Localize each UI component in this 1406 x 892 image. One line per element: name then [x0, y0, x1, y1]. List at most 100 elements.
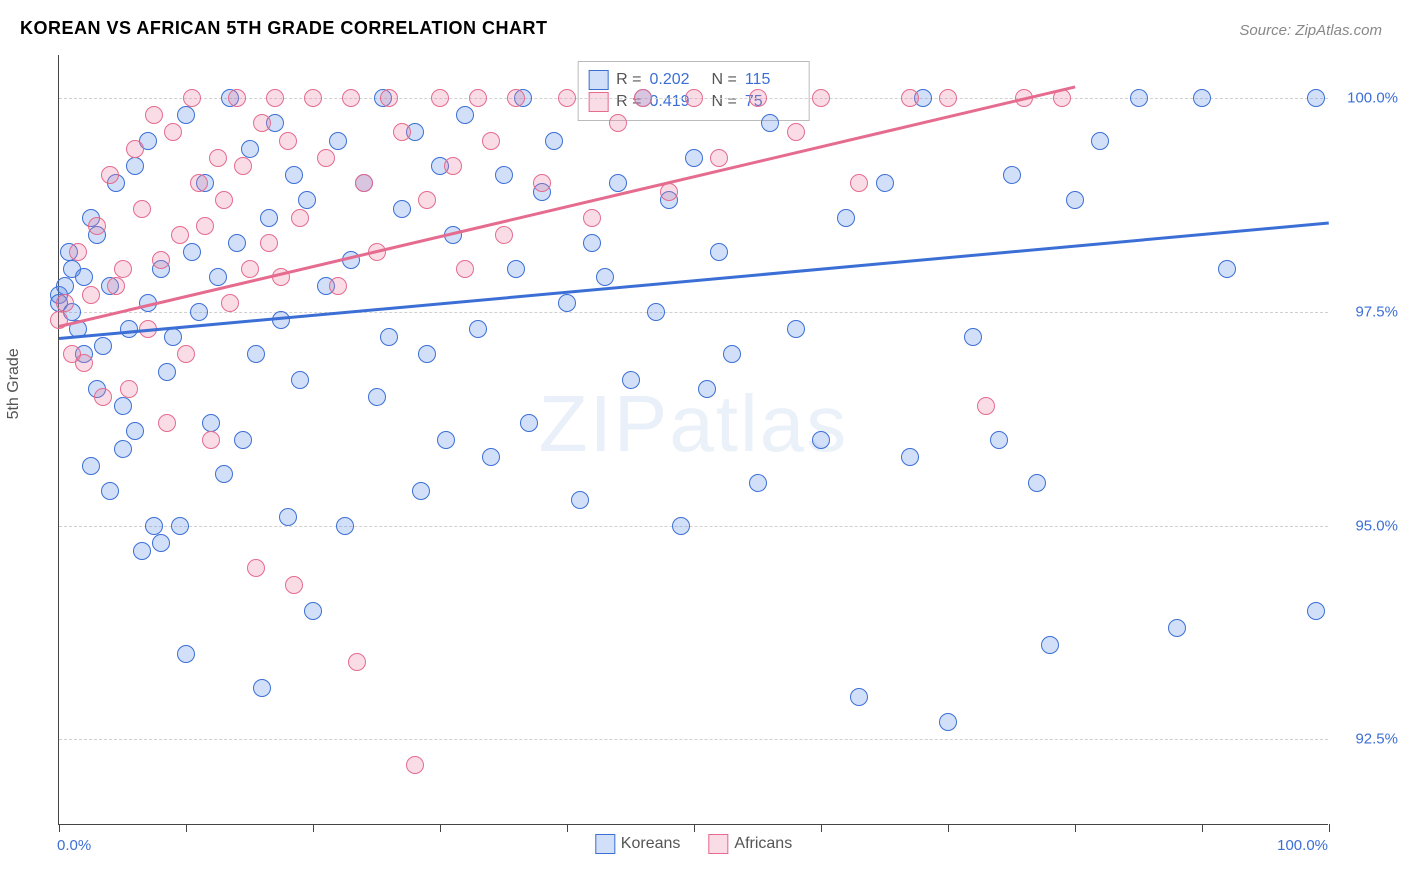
data-point — [710, 243, 728, 261]
data-point — [685, 149, 703, 167]
data-point — [698, 380, 716, 398]
data-point — [94, 337, 112, 355]
data-point — [583, 209, 601, 227]
x-axis-max-label: 100.0% — [1277, 837, 1328, 854]
data-point — [1193, 89, 1211, 107]
data-point — [120, 320, 138, 338]
data-point — [177, 345, 195, 363]
data-point — [571, 491, 589, 509]
gridline — [59, 312, 1328, 313]
stats-r-value: 0.202 — [650, 71, 694, 89]
gridline — [59, 526, 1328, 527]
data-point — [234, 431, 252, 449]
data-point — [939, 713, 957, 731]
data-point — [190, 303, 208, 321]
x-tick — [948, 824, 949, 832]
data-point — [812, 431, 830, 449]
data-point — [247, 345, 265, 363]
data-point — [177, 645, 195, 663]
data-point — [279, 508, 297, 526]
data-point — [101, 166, 119, 184]
data-point — [126, 422, 144, 440]
data-point — [133, 542, 151, 560]
data-point — [171, 517, 189, 535]
data-point — [634, 89, 652, 107]
legend-label: Africans — [734, 835, 792, 852]
source-label: Source: ZipAtlas.com — [1239, 22, 1382, 39]
data-point — [850, 174, 868, 192]
data-point — [145, 106, 163, 124]
data-point — [749, 89, 767, 107]
data-point — [183, 243, 201, 261]
y-tick-label: 95.0% — [1338, 517, 1398, 534]
data-point — [126, 140, 144, 158]
x-tick — [186, 824, 187, 832]
data-point — [596, 268, 614, 286]
data-point — [114, 260, 132, 278]
data-point — [558, 294, 576, 312]
data-point — [380, 89, 398, 107]
data-point — [291, 209, 309, 227]
legend-bottom: KoreansAfricans — [595, 834, 792, 854]
legend-swatch — [588, 92, 608, 112]
data-point — [533, 174, 551, 192]
y-tick-label: 92.5% — [1338, 731, 1398, 748]
data-point — [1003, 166, 1021, 184]
data-point — [977, 397, 995, 415]
x-tick — [59, 824, 60, 832]
gridline — [59, 739, 1328, 740]
legend-swatch — [588, 70, 608, 90]
data-point — [164, 123, 182, 141]
data-point — [876, 174, 894, 192]
stats-n-value: 115 — [745, 71, 789, 89]
x-tick — [821, 824, 822, 832]
data-point — [285, 576, 303, 594]
data-point — [190, 174, 208, 192]
data-point — [812, 89, 830, 107]
data-point — [710, 149, 728, 167]
data-point — [304, 602, 322, 620]
data-point — [202, 414, 220, 432]
data-point — [622, 371, 640, 389]
data-point — [215, 191, 233, 209]
data-point — [558, 89, 576, 107]
data-point — [507, 260, 525, 278]
data-point — [469, 320, 487, 338]
data-point — [253, 114, 271, 132]
y-axis-label: 5th Grade — [5, 348, 23, 419]
data-point — [298, 191, 316, 209]
watermark: ZIPatlas — [539, 378, 848, 470]
data-point — [145, 517, 163, 535]
data-point — [317, 149, 335, 167]
x-tick — [313, 824, 314, 832]
data-point — [285, 166, 303, 184]
data-point — [82, 286, 100, 304]
data-point — [221, 294, 239, 312]
x-tick — [1329, 824, 1330, 832]
y-tick-label: 97.5% — [1338, 303, 1398, 320]
data-point — [850, 688, 868, 706]
data-point — [647, 303, 665, 321]
x-tick — [440, 824, 441, 832]
data-point — [393, 200, 411, 218]
data-point — [1168, 619, 1186, 637]
data-point — [545, 132, 563, 150]
data-point — [196, 217, 214, 235]
data-point — [749, 474, 767, 492]
data-point — [837, 209, 855, 227]
data-point — [437, 431, 455, 449]
data-point — [723, 345, 741, 363]
data-point — [133, 200, 151, 218]
data-point — [469, 89, 487, 107]
data-point — [456, 106, 474, 124]
source-prefix: Source: — [1239, 22, 1295, 39]
data-point — [1091, 132, 1109, 150]
data-point — [380, 328, 398, 346]
data-point — [583, 234, 601, 252]
data-point — [609, 174, 627, 192]
data-point — [82, 457, 100, 475]
data-point — [348, 653, 366, 671]
chart-title: KOREAN VS AFRICAN 5TH GRADE CORRELATION … — [20, 18, 548, 39]
data-point — [1130, 89, 1148, 107]
data-point — [1041, 636, 1059, 654]
